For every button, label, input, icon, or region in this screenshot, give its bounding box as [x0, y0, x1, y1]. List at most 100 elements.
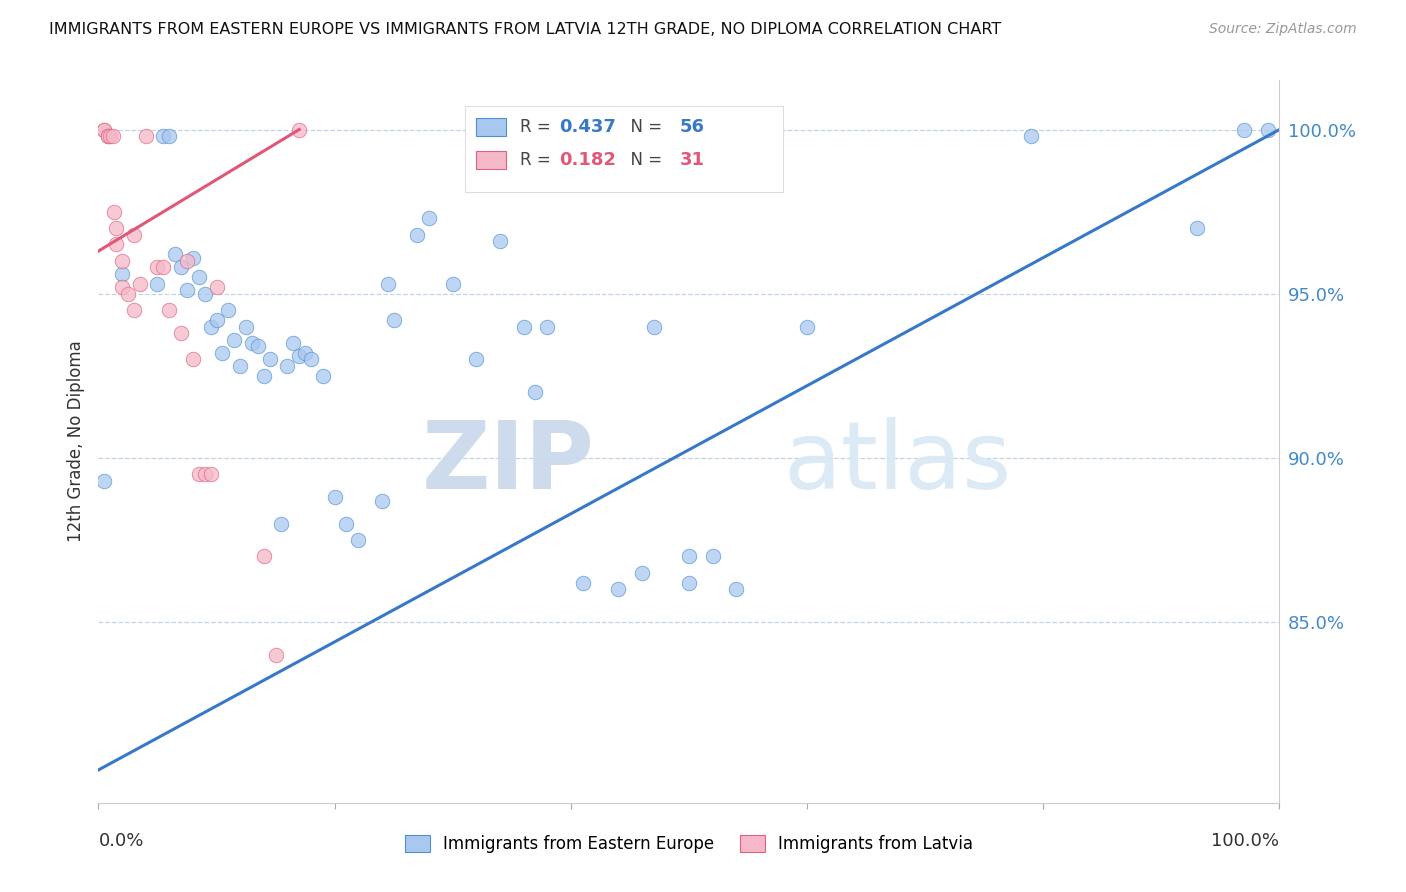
Point: [165, 247, 187, 261]
Point: [105, 237, 128, 252]
Point: [335, 516, 357, 531]
Text: 0.182: 0.182: [560, 151, 616, 169]
Point: [689, 122, 711, 136]
Point: [152, 129, 174, 144]
Point: [211, 346, 233, 360]
Point: [111, 254, 134, 268]
Text: R =: R =: [520, 151, 555, 169]
Point: [571, 575, 593, 590]
Text: 0.0%: 0.0%: [98, 831, 143, 850]
Point: [97, 129, 120, 144]
Point: [323, 491, 346, 505]
Point: [176, 284, 198, 298]
Point: [643, 319, 665, 334]
Point: [283, 336, 305, 351]
Point: [103, 204, 125, 219]
Point: [181, 251, 204, 265]
Point: [217, 303, 239, 318]
Point: [1233, 122, 1256, 136]
Point: [111, 267, 134, 281]
Point: [97, 129, 120, 144]
Point: [122, 303, 145, 318]
Point: [253, 368, 276, 383]
Text: ZIP: ZIP: [422, 417, 595, 509]
Point: [93, 122, 115, 136]
Point: [176, 254, 198, 268]
FancyBboxPatch shape: [477, 151, 506, 169]
Point: [441, 277, 464, 291]
Point: [288, 349, 311, 363]
Point: [98, 129, 121, 144]
Point: [377, 277, 399, 291]
Point: [536, 319, 558, 334]
Point: [299, 352, 322, 367]
Text: 0.437: 0.437: [560, 119, 616, 136]
Point: [224, 333, 246, 347]
Point: [1257, 122, 1279, 136]
Text: atlas: atlas: [783, 417, 1012, 509]
FancyBboxPatch shape: [477, 119, 506, 136]
Point: [135, 129, 157, 144]
Point: [607, 582, 630, 597]
Point: [187, 467, 209, 482]
Text: 100.0%: 100.0%: [1212, 831, 1279, 850]
Point: [418, 211, 440, 226]
Point: [205, 313, 228, 327]
Point: [259, 352, 281, 367]
Point: [678, 549, 700, 564]
Point: [630, 566, 652, 580]
Point: [181, 352, 204, 367]
Text: N =: N =: [620, 151, 668, 169]
Point: [524, 385, 547, 400]
Point: [152, 260, 174, 275]
Point: [146, 260, 169, 275]
Point: [200, 467, 222, 482]
Point: [240, 336, 263, 351]
Point: [382, 313, 405, 327]
Point: [264, 648, 287, 662]
Point: [187, 270, 209, 285]
Point: [465, 352, 488, 367]
Point: [347, 533, 370, 547]
Point: [253, 549, 276, 564]
Point: [157, 303, 180, 318]
Text: Source: ZipAtlas.com: Source: ZipAtlas.com: [1209, 22, 1357, 37]
Point: [105, 221, 128, 235]
Point: [406, 227, 429, 242]
Text: 56: 56: [679, 119, 704, 136]
Point: [157, 129, 180, 144]
Point: [122, 227, 145, 242]
Point: [229, 359, 252, 373]
Point: [796, 319, 818, 334]
Point: [200, 319, 222, 334]
Point: [146, 277, 169, 291]
Legend: Immigrants from Eastern Europe, Immigrants from Latvia: Immigrants from Eastern Europe, Immigran…: [398, 828, 980, 860]
Point: [93, 122, 115, 136]
Point: [194, 286, 217, 301]
Point: [489, 234, 512, 248]
Point: [371, 493, 394, 508]
Point: [725, 582, 748, 597]
Point: [294, 346, 316, 360]
Text: IMMIGRANTS FROM EASTERN EUROPE VS IMMIGRANTS FROM LATVIA 12TH GRADE, NO DIPLOMA : IMMIGRANTS FROM EASTERN EUROPE VS IMMIGR…: [49, 22, 1001, 37]
Point: [702, 549, 724, 564]
Point: [128, 277, 150, 291]
Point: [512, 319, 534, 334]
Point: [270, 516, 292, 531]
Point: [194, 467, 217, 482]
Y-axis label: 12th Grade, No Diploma: 12th Grade, No Diploma: [66, 341, 84, 542]
Point: [111, 280, 134, 294]
Point: [170, 326, 193, 341]
Point: [276, 359, 298, 373]
FancyBboxPatch shape: [464, 105, 783, 193]
Point: [288, 122, 311, 136]
Point: [246, 339, 269, 353]
Text: R =: R =: [520, 119, 555, 136]
Point: [170, 260, 193, 275]
Point: [235, 319, 257, 334]
Point: [117, 286, 139, 301]
Text: N =: N =: [620, 119, 668, 136]
Text: 31: 31: [679, 151, 704, 169]
Point: [1185, 221, 1208, 235]
Point: [101, 129, 124, 144]
